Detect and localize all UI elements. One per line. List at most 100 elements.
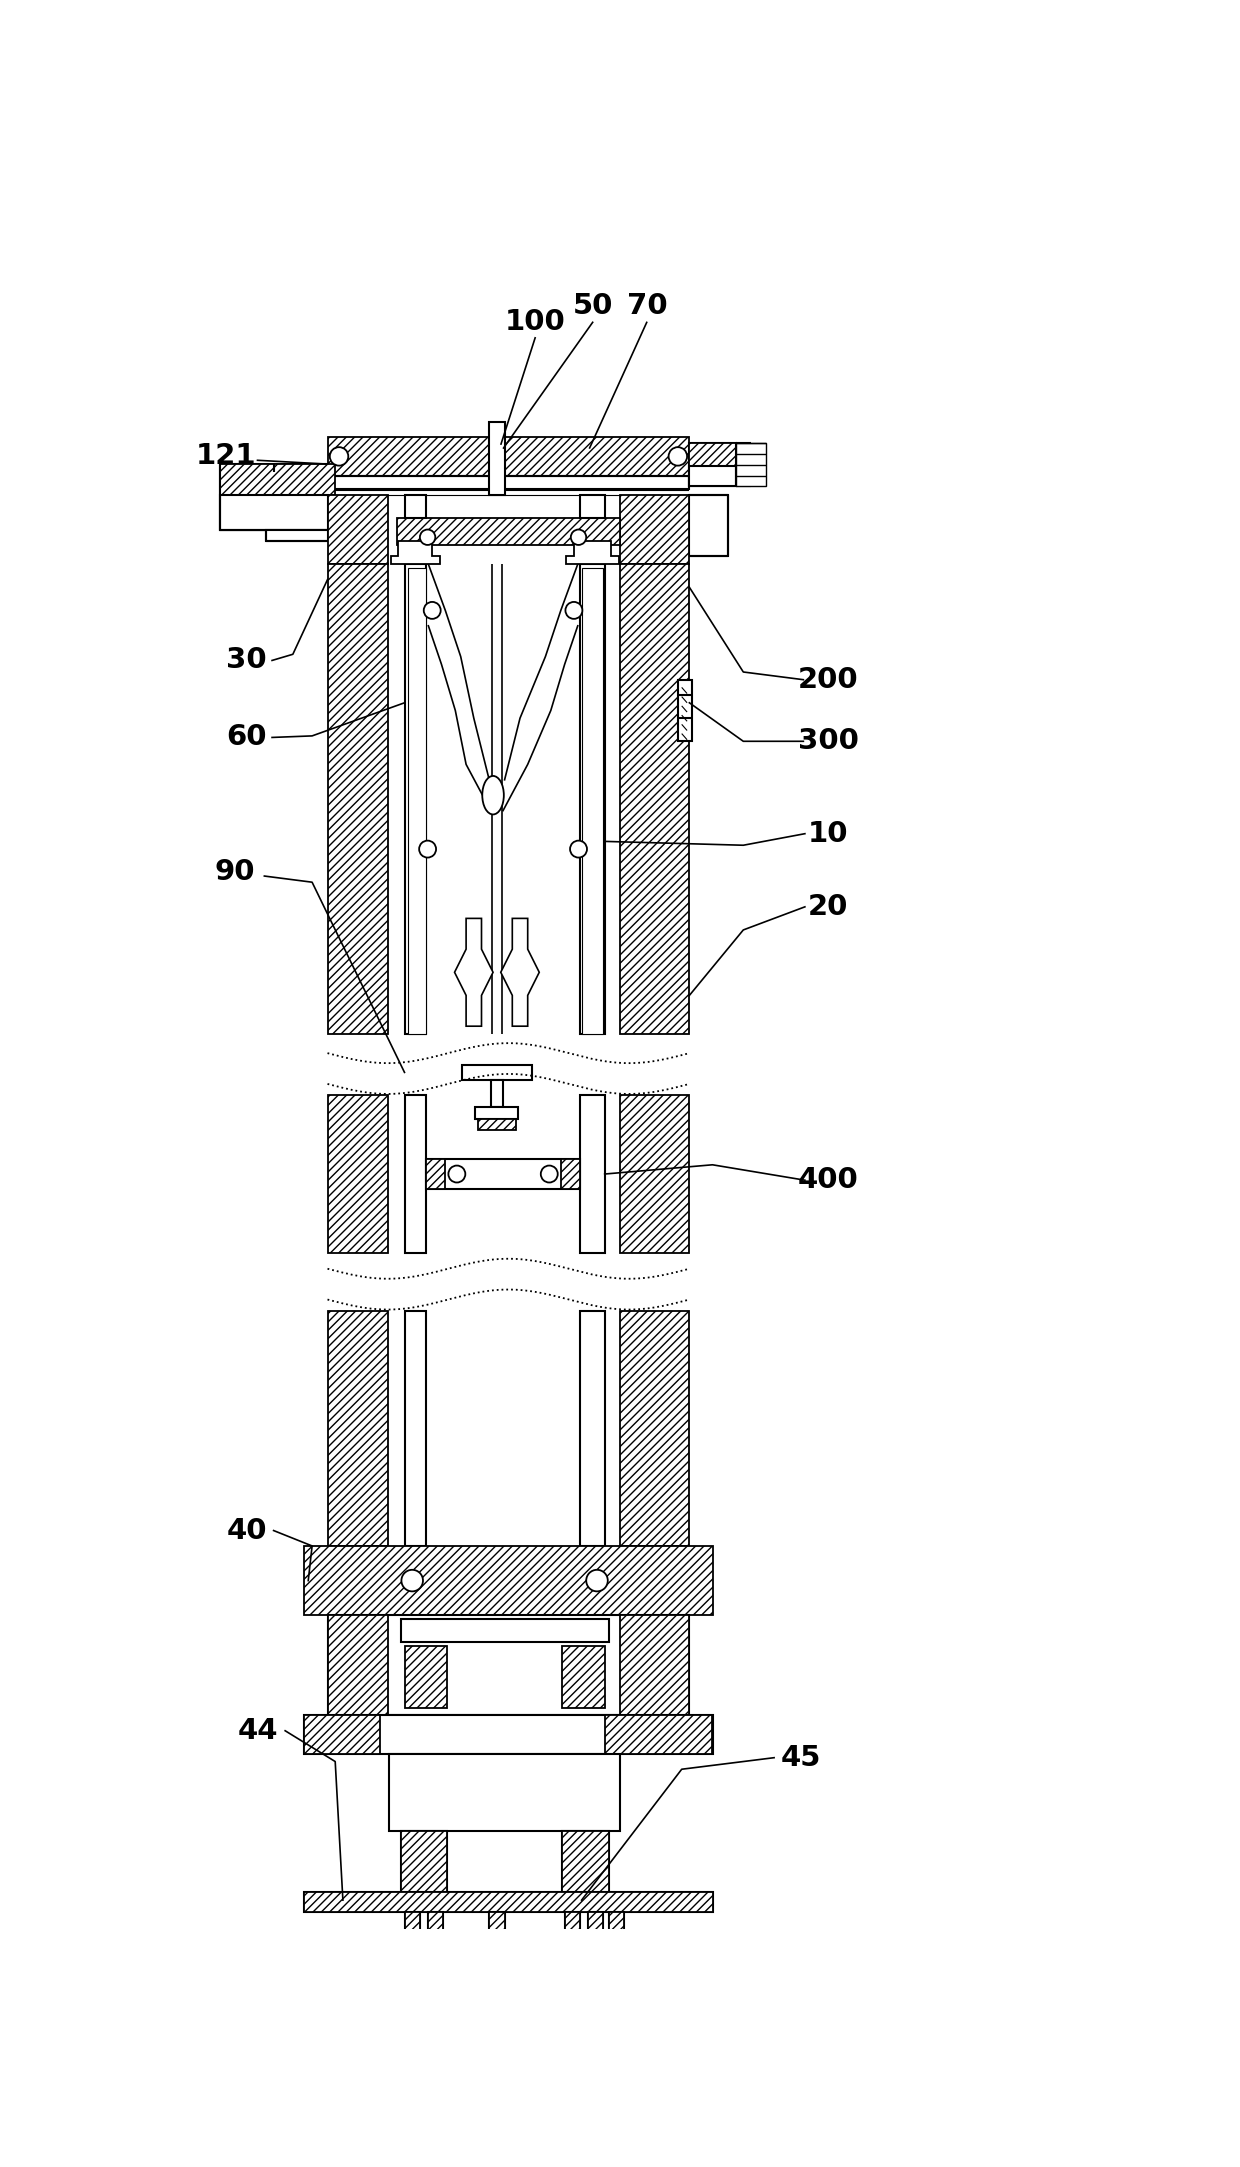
Circle shape: [570, 529, 587, 544]
Bar: [304, 1892, 713, 1911]
Bar: [327, 1097, 388, 1253]
Bar: [404, 1647, 446, 1708]
Bar: [404, 563, 427, 1034]
Text: 40: 40: [227, 1517, 267, 1545]
Bar: [490, 1911, 505, 1959]
Bar: [580, 1097, 605, 1253]
Bar: [580, 563, 605, 1034]
Bar: [580, 1311, 605, 1545]
Bar: [304, 1545, 713, 1614]
Bar: [563, 1647, 605, 1708]
Bar: [327, 563, 388, 1034]
Bar: [401, 1831, 446, 1892]
Bar: [401, 1619, 609, 1643]
Text: 90: 90: [215, 858, 255, 886]
Bar: [475, 1107, 518, 1118]
Bar: [428, 1911, 443, 1959]
Bar: [404, 1911, 420, 1959]
Bar: [327, 1614, 388, 1716]
Circle shape: [419, 841, 436, 858]
Bar: [343, 1959, 675, 1974]
Bar: [563, 1831, 609, 1892]
Bar: [343, 1959, 675, 1974]
Bar: [304, 1892, 713, 1911]
Text: 100: 100: [505, 308, 565, 336]
Bar: [620, 1614, 689, 1716]
Text: 300: 300: [797, 728, 858, 756]
Bar: [219, 494, 327, 529]
Bar: [304, 1716, 713, 1753]
Bar: [580, 494, 605, 518]
Text: 200: 200: [797, 665, 858, 693]
Bar: [588, 1911, 603, 1959]
Circle shape: [570, 841, 587, 858]
Text: 50: 50: [573, 293, 614, 321]
Bar: [582, 568, 603, 1034]
Bar: [463, 1064, 532, 1079]
Bar: [490, 1911, 505, 1959]
Bar: [327, 438, 689, 475]
Bar: [327, 494, 388, 563]
Bar: [609, 1911, 624, 1959]
Bar: [404, 1097, 427, 1253]
Text: 60: 60: [227, 724, 267, 752]
Bar: [609, 1911, 624, 1959]
Bar: [564, 1911, 580, 1959]
Circle shape: [449, 1166, 465, 1183]
Bar: [735, 444, 766, 485]
Circle shape: [402, 1569, 423, 1591]
Bar: [327, 475, 689, 490]
Circle shape: [420, 529, 435, 544]
Circle shape: [330, 446, 348, 466]
Bar: [265, 529, 327, 542]
Polygon shape: [391, 542, 440, 563]
Circle shape: [424, 602, 440, 620]
Bar: [304, 1716, 379, 1753]
Bar: [428, 1911, 443, 1959]
Bar: [335, 1974, 682, 1987]
Bar: [327, 1614, 689, 1716]
Bar: [477, 1118, 516, 1131]
Bar: [689, 466, 735, 485]
Text: 70: 70: [626, 293, 667, 321]
Circle shape: [565, 602, 583, 620]
Bar: [404, 1311, 427, 1545]
Polygon shape: [501, 919, 539, 1027]
Bar: [491, 1079, 503, 1107]
Text: 400: 400: [797, 1166, 858, 1194]
Bar: [490, 423, 505, 494]
Bar: [564, 1911, 580, 1959]
Bar: [397, 518, 620, 544]
Text: 20: 20: [807, 893, 848, 921]
Bar: [620, 563, 689, 1034]
Circle shape: [587, 1569, 608, 1591]
Text: 45: 45: [781, 1744, 821, 1773]
Bar: [563, 1831, 609, 1892]
Ellipse shape: [482, 776, 503, 815]
Bar: [689, 494, 728, 557]
Text: 121: 121: [196, 442, 257, 470]
Bar: [620, 1097, 689, 1253]
Bar: [560, 1159, 580, 1190]
Bar: [219, 464, 335, 494]
Bar: [689, 444, 735, 485]
Bar: [389, 1753, 620, 1831]
Bar: [404, 494, 427, 518]
Bar: [605, 1716, 713, 1753]
Polygon shape: [455, 919, 494, 1027]
Bar: [427, 1159, 445, 1190]
Polygon shape: [567, 542, 619, 563]
Circle shape: [668, 446, 687, 466]
Bar: [620, 1311, 689, 1545]
Bar: [401, 1831, 446, 1892]
Text: 10: 10: [807, 819, 848, 847]
Bar: [408, 568, 427, 1034]
Bar: [620, 494, 689, 563]
Bar: [404, 1911, 420, 1959]
Text: 30: 30: [227, 646, 267, 674]
Bar: [327, 1311, 388, 1545]
Text: 44: 44: [238, 1716, 279, 1744]
Bar: [219, 464, 327, 529]
Bar: [588, 1911, 603, 1959]
Circle shape: [541, 1166, 558, 1183]
